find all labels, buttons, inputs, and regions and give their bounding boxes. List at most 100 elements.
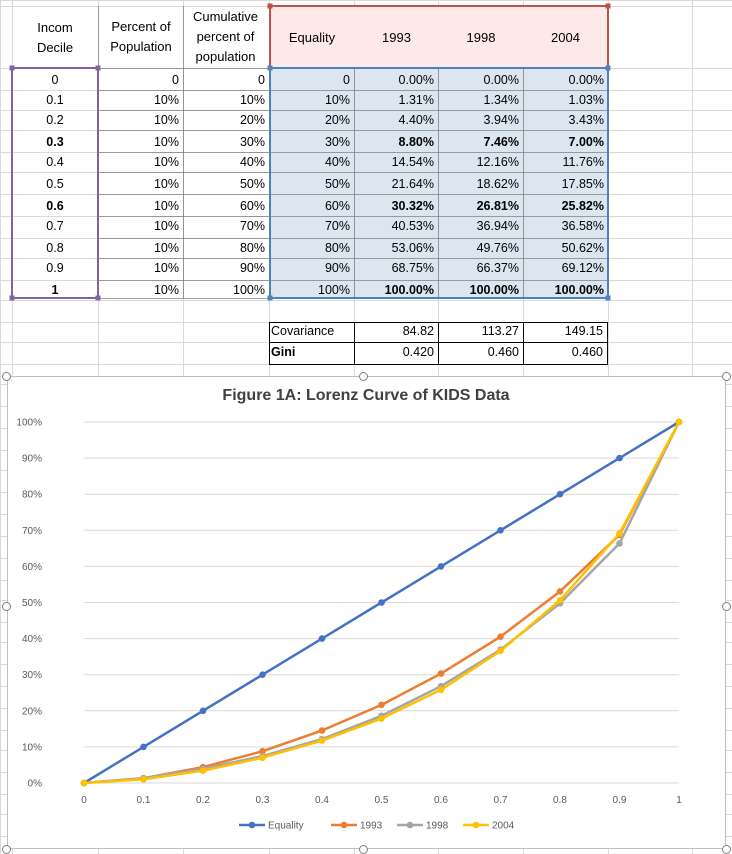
data-point-1993[interactable] xyxy=(259,747,266,755)
y1993-cell[interactable]: 4.40% xyxy=(398,113,434,127)
y2004-cell[interactable]: 50.62% xyxy=(561,241,604,255)
header-cumulative[interactable]: Cumulative percent of population xyxy=(183,7,268,67)
cumulative-cell[interactable]: 10% xyxy=(239,93,265,107)
y2004-cell[interactable]: 17.85% xyxy=(561,177,604,191)
y1993-cell[interactable]: 40.53% xyxy=(391,219,434,233)
decile-cell[interactable]: 0 xyxy=(51,73,59,87)
y1998-cell[interactable]: 66.37% xyxy=(476,261,519,275)
y1993-cell[interactable]: 0.00% xyxy=(398,73,434,87)
resize-handle[interactable] xyxy=(2,602,11,611)
data-point-1993[interactable] xyxy=(378,701,385,709)
cumulative-cell[interactable]: 80% xyxy=(239,241,265,255)
data-point-2004[interactable] xyxy=(378,715,385,722)
data-point-1993[interactable] xyxy=(556,588,564,595)
percent-cell[interactable]: 0 xyxy=(172,73,179,87)
data-point-2004[interactable] xyxy=(437,686,445,694)
y2004-cell[interactable]: 100.00% xyxy=(554,283,604,297)
data-point-2004[interactable] xyxy=(80,779,88,787)
equality-cell[interactable]: 10% xyxy=(324,93,350,107)
cumulative-cell[interactable]: 90% xyxy=(239,261,265,275)
data-point-Equality[interactable] xyxy=(140,743,147,751)
y2004-cell[interactable]: 69.12% xyxy=(561,261,604,275)
resize-handle[interactable] xyxy=(722,602,731,611)
y1998-cell[interactable]: 7.46% xyxy=(483,135,519,149)
cumulative-cell[interactable]: 30% xyxy=(239,135,265,149)
equality-cell[interactable]: 70% xyxy=(324,219,350,233)
y1998-cell[interactable]: 0.00% xyxy=(483,73,519,87)
data-point-2004[interactable] xyxy=(556,596,564,604)
equality-cell[interactable]: 80% xyxy=(324,241,350,255)
equality-cell[interactable]: 30% xyxy=(324,135,350,149)
header-1993[interactable]: 1993 xyxy=(382,30,411,45)
y1998-cell[interactable]: 1.34% xyxy=(483,93,519,107)
cumulative-cell[interactable]: 70% xyxy=(239,219,265,233)
decile-cell[interactable]: 0.7 xyxy=(46,219,64,233)
y2004-cell[interactable]: 1.03% xyxy=(568,93,604,107)
percent-cell[interactable]: 10% xyxy=(153,155,179,169)
data-point-Equality[interactable] xyxy=(318,635,326,642)
percent-cell[interactable]: 10% xyxy=(153,113,179,127)
resize-handle[interactable] xyxy=(359,845,368,854)
data-point-Equality[interactable] xyxy=(259,671,266,678)
header-equality[interactable]: Equality xyxy=(288,30,336,45)
resize-handle[interactable] xyxy=(2,845,11,854)
data-point-2004[interactable] xyxy=(199,767,207,774)
data-point-2004[interactable] xyxy=(675,418,683,426)
covariance-1993[interactable]: 84.82 xyxy=(402,324,434,338)
gini-2004[interactable]: 0.460 xyxy=(571,345,603,359)
y1993-cell[interactable]: 1.31% xyxy=(398,93,434,107)
equality-cell[interactable]: 0 xyxy=(343,73,350,87)
percent-cell[interactable]: 10% xyxy=(153,219,179,233)
decile-cell[interactable]: 0.6 xyxy=(46,199,64,213)
decile-cell[interactable]: 0.2 xyxy=(46,113,64,127)
y2004-cell[interactable]: 25.82% xyxy=(561,199,604,213)
gini-1993[interactable]: 0.420 xyxy=(402,345,434,359)
header-1998[interactable]: 1998 xyxy=(466,30,496,45)
data-point-Equality[interactable] xyxy=(437,563,445,570)
decile-cell[interactable]: 0.9 xyxy=(46,261,64,275)
header-percent-population[interactable]: Percent of Population xyxy=(100,17,182,57)
covariance-1998[interactable]: 113.27 xyxy=(481,324,519,338)
resize-handle[interactable] xyxy=(722,372,731,381)
percent-cell[interactable]: 10% xyxy=(153,135,179,149)
percent-cell[interactable]: 10% xyxy=(153,177,179,191)
cumulative-cell[interactable]: 20% xyxy=(239,113,265,127)
data-point-Equality[interactable] xyxy=(616,454,623,462)
cumulative-cell[interactable]: 50% xyxy=(239,177,265,191)
data-point-2004[interactable] xyxy=(318,737,326,744)
header-2004[interactable]: 2004 xyxy=(551,30,580,45)
y1998-cell[interactable]: 36.94% xyxy=(476,219,519,233)
y1993-cell[interactable]: 68.75% xyxy=(391,261,434,275)
decile-cell[interactable]: 0.5 xyxy=(46,177,64,191)
covariance-label[interactable]: Covariance xyxy=(271,324,335,338)
y1998-cell[interactable]: 49.76% xyxy=(476,241,519,255)
lorenz-chart[interactable]: Figure 1A: Lorenz Curve of KIDS Data 0% 10… xyxy=(7,376,726,849)
cumulative-cell[interactable]: 40% xyxy=(239,155,265,169)
decile-cell[interactable]: 0.4 xyxy=(46,155,64,169)
decile-cell[interactable]: 0.8 xyxy=(46,241,64,255)
gini-1998[interactable]: 0.460 xyxy=(487,345,519,359)
y1998-cell[interactable]: 3.94% xyxy=(483,113,519,127)
resize-handle[interactable] xyxy=(2,372,11,381)
y1998-cell[interactable]: 26.81% xyxy=(476,199,519,213)
y1998-cell[interactable]: 100.00% xyxy=(469,283,519,297)
resize-handle[interactable] xyxy=(722,845,731,854)
decile-cell[interactable]: 1 xyxy=(51,283,59,297)
equality-cell[interactable]: 50% xyxy=(324,177,350,191)
data-point-2004[interactable] xyxy=(497,647,504,655)
y2004-cell[interactable]: 3.43% xyxy=(568,113,604,127)
y1993-cell[interactable]: 53.06% xyxy=(391,241,434,255)
y1993-cell[interactable]: 100.00% xyxy=(384,283,434,297)
gini-label[interactable]: Gini xyxy=(271,345,296,359)
y2004-cell[interactable]: 0.00% xyxy=(568,73,604,87)
cumulative-cell[interactable]: 0 xyxy=(258,73,265,87)
data-point-2004[interactable] xyxy=(259,754,266,762)
decile-cell[interactable]: 0.3 xyxy=(46,135,64,149)
data-point-1993[interactable] xyxy=(437,670,445,677)
y1993-cell[interactable]: 14.54% xyxy=(391,155,434,169)
y1993-cell[interactable]: 21.64% xyxy=(391,177,434,191)
data-point-1998[interactable] xyxy=(616,540,623,547)
data-point-Equality[interactable] xyxy=(199,707,207,715)
cumulative-cell[interactable]: 100% xyxy=(233,283,265,297)
equality-cell[interactable]: 60% xyxy=(324,199,350,213)
